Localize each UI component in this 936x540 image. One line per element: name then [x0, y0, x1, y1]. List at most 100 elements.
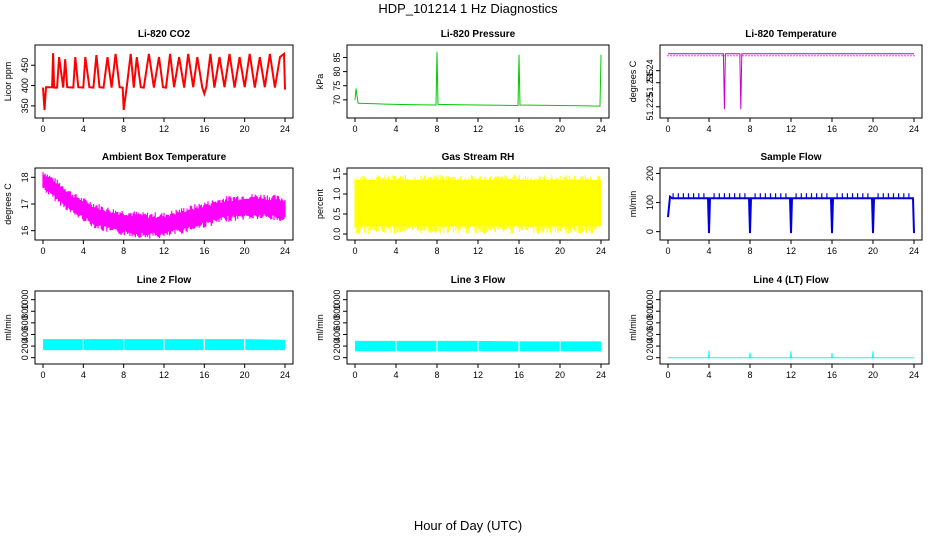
x-tick-label: 4 — [393, 124, 398, 134]
x-tick-label: 20 — [555, 370, 565, 380]
y-tick-label: 800 — [20, 304, 30, 319]
data-dots — [667, 54, 915, 57]
x-tick-label: 8 — [747, 370, 752, 380]
x-tick-label: 24 — [596, 124, 606, 134]
data-spikes — [672, 193, 910, 200]
y-tick-label: 0 — [645, 355, 655, 360]
x-tick-label: 0 — [352, 246, 357, 256]
data-layer — [354, 51, 602, 107]
y-tick-label: 800 — [332, 304, 342, 319]
x-tick-label: 24 — [909, 246, 919, 256]
panel-title: Line 4 (LT) Flow — [753, 275, 829, 286]
x-axis-label: Hour of Day (UTC) — [413, 518, 523, 533]
y-tick-label: 0 — [645, 229, 655, 234]
y-axis-title: ml/min — [628, 191, 638, 218]
y-tick-label: 200 — [332, 339, 342, 354]
data-line — [42, 51, 286, 111]
y-tick-label: 1.0 — [332, 188, 342, 201]
panel-title: Line 2 Flow — [137, 275, 192, 286]
y-tick-label: 0 — [332, 355, 342, 360]
x-tick-label: 8 — [434, 370, 439, 380]
y-tick-label: 400 — [20, 78, 30, 93]
x-tick-label: 12 — [473, 370, 483, 380]
x-tick-label: 24 — [280, 124, 290, 134]
data-layer — [43, 337, 285, 352]
x-tick-label: 4 — [706, 370, 711, 380]
panel-4: Ambient Box Temperature 0 4 8 12 16 20 24 16 17 18… — [3, 152, 294, 256]
y-tick-label: 600 — [20, 315, 30, 330]
y-tick-label: 0.5 — [332, 208, 342, 221]
x-tick-label: 24 — [909, 370, 919, 380]
data-spikes — [354, 174, 601, 234]
data-layer — [355, 339, 601, 353]
panel-title: Li-820 CO2 — [138, 29, 191, 40]
x-tick-label: 8 — [747, 246, 752, 256]
panel-6: Sample Flow 0 4 8 12 16 20 24 0 100 200 ml/min — [628, 152, 923, 256]
x-tick-label: 16 — [199, 370, 209, 380]
x-tick-label: 8 — [747, 124, 752, 134]
x-tick-label: 8 — [434, 124, 439, 134]
y-tick-label: 0 — [20, 355, 30, 360]
x-tick-label: 8 — [434, 246, 439, 256]
y-tick-label: 1000 — [20, 290, 30, 310]
x-tick-label: 12 — [473, 246, 483, 256]
x-tick-label: 20 — [555, 124, 565, 134]
x-tick-label: 20 — [240, 124, 250, 134]
y-tick-label: 51.225 — [645, 93, 655, 121]
panel-5: Gas Stream RH 0 4 8 12 16 20 24 0.0 0.5 1.0 1.5 perc… — [315, 152, 610, 256]
y-axis-title: kPa — [315, 74, 325, 90]
panel-title: Sample Flow — [760, 152, 821, 163]
data-layer — [667, 193, 915, 234]
x-tick-label: 24 — [596, 370, 606, 380]
x-tick-label: 4 — [706, 246, 711, 256]
x-tick-label: 8 — [121, 246, 126, 256]
x-tick-label: 16 — [827, 124, 837, 134]
x-tick-label: 16 — [827, 246, 837, 256]
x-tick-label: 12 — [786, 370, 796, 380]
x-tick-label: 12 — [159, 124, 169, 134]
y-tick-label: 200 — [645, 166, 655, 181]
x-tick-label: 4 — [393, 246, 398, 256]
x-tick-label: 24 — [280, 370, 290, 380]
panel-1: Li-820 CO2 0 4 8 12 16 20 24 350 400 450 Licor ppm — [3, 29, 294, 134]
data-line — [667, 194, 915, 234]
x-tick-label: 20 — [868, 246, 878, 256]
y-tick-label: 400 — [20, 327, 30, 342]
x-tick-label: 20 — [868, 370, 878, 380]
x-tick-label: 16 — [199, 246, 209, 256]
x-tick-label: 0 — [665, 370, 670, 380]
x-tick-label: 4 — [393, 370, 398, 380]
y-tick-label: 350 — [20, 98, 30, 113]
x-tick-label: 0 — [40, 124, 45, 134]
data-layer — [42, 51, 286, 111]
y-tick-label: 17 — [20, 199, 30, 209]
data-layer — [354, 174, 601, 234]
data-layer — [42, 172, 286, 239]
x-tick-label: 8 — [121, 370, 126, 380]
x-tick-label: 4 — [81, 246, 86, 256]
y-axis-title: percent — [315, 188, 325, 219]
x-tick-label: 12 — [786, 124, 796, 134]
x-tick-label: 24 — [280, 246, 290, 256]
y-tick-label: 1.5 — [332, 168, 342, 181]
x-tick-label: 12 — [159, 370, 169, 380]
y-tick-label: 80 — [332, 67, 342, 77]
plot-frame — [34, 290, 294, 365]
panel-title: Li-820 Pressure — [441, 29, 516, 40]
y-tick-label: 800 — [645, 304, 655, 319]
y-axis-title: ml/min — [315, 314, 325, 341]
data-line — [354, 51, 602, 107]
x-tick-label: 0 — [40, 246, 45, 256]
y-axis-title: degrees C — [628, 60, 638, 102]
x-tick-label: 0 — [352, 124, 357, 134]
x-tick-label: 12 — [473, 124, 483, 134]
x-tick-label: 20 — [555, 246, 565, 256]
y-tick-label: 200 — [645, 339, 655, 354]
x-tick-label: 16 — [827, 370, 837, 380]
y-tick-label: 600 — [332, 315, 342, 330]
x-tick-label: 20 — [240, 246, 250, 256]
figure-title: HDP_101214 1 Hz Diagnostics — [378, 1, 558, 16]
x-tick-label: 16 — [514, 124, 524, 134]
